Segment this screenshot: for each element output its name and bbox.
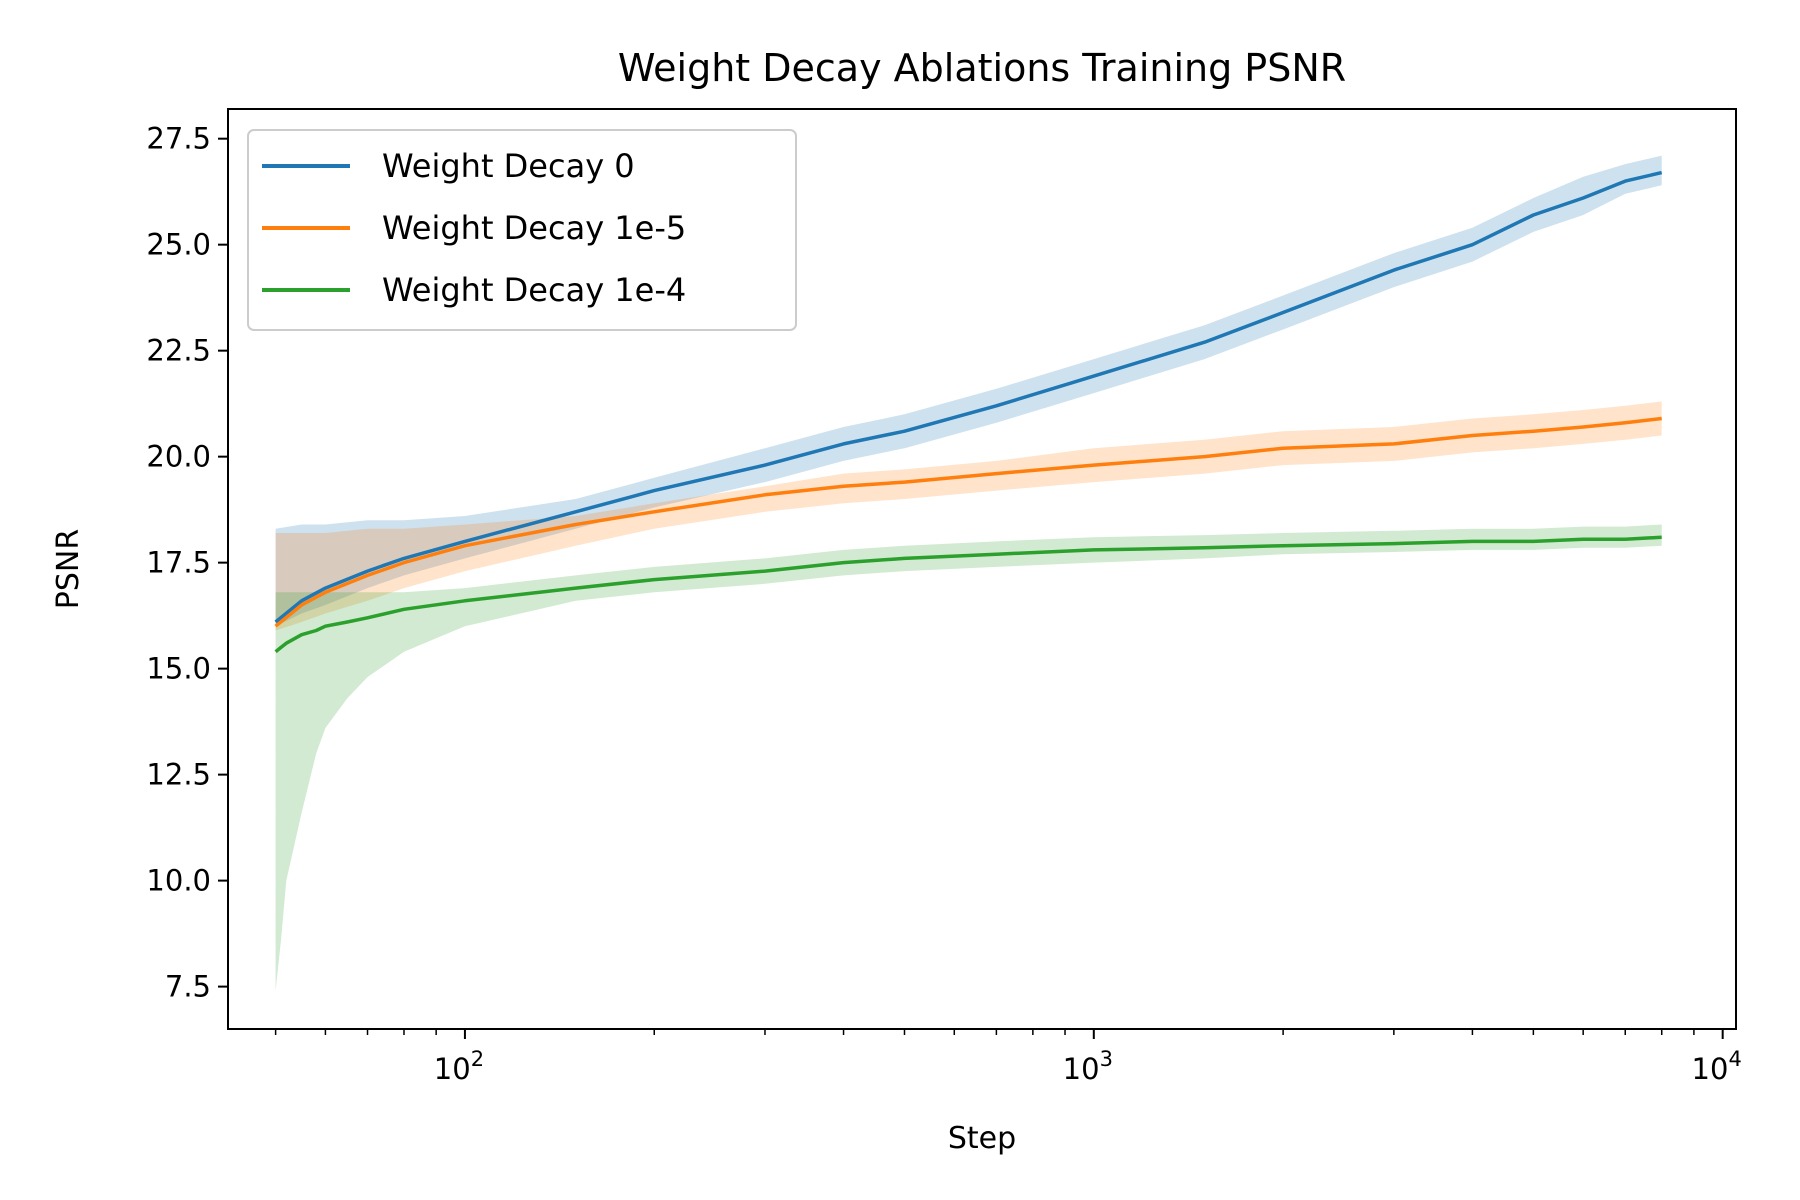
legend-label: Weight Decay 1e-5 bbox=[382, 209, 686, 247]
legend-label: Weight Decay 1e-4 bbox=[382, 271, 686, 309]
legend-label: Weight Decay 0 bbox=[382, 147, 635, 185]
line-series-0 bbox=[274, 170, 1663, 624]
legend: Weight Decay 0 Weight Decay 1e-5 Weight De… bbox=[247, 129, 797, 331]
chart-title: Weight Decay Ablations Training PSNR bbox=[618, 46, 1346, 90]
band-series-0 bbox=[275, 155, 1662, 627]
line-series-1 bbox=[274, 416, 1662, 628]
plot-frame bbox=[227, 108, 1737, 1030]
y-axis-label: PSNR bbox=[51, 529, 86, 609]
y-tick-label: 17.5 bbox=[146, 546, 211, 580]
y-tick-label: 15.0 bbox=[146, 652, 211, 686]
x-axis-label: Step bbox=[948, 1121, 1016, 1156]
x-tick-label: 104 bbox=[1692, 1047, 1742, 1086]
series-lines bbox=[274, 170, 1663, 654]
confidence-bands bbox=[275, 155, 1662, 991]
y-tick-label: 12.5 bbox=[146, 758, 211, 792]
legend-box bbox=[247, 129, 797, 331]
y-tick-label: 7.5 bbox=[165, 970, 211, 1004]
line-series-2 bbox=[274, 535, 1662, 654]
y-tick-label: 25.0 bbox=[146, 228, 211, 262]
y-axis: 7.5 10.0 12.5 15.0 17.5 20.0 22.5 25.0 27.5 bbox=[146, 122, 228, 1004]
y-tick-label: 20.0 bbox=[146, 440, 211, 474]
y-tick-label: 10.0 bbox=[146, 864, 211, 898]
x-axis: 102 103 104 bbox=[274, 1029, 1742, 1086]
y-tick-label: 27.5 bbox=[146, 122, 211, 156]
band-series-1 bbox=[275, 401, 1662, 631]
x-tick-label: 103 bbox=[1063, 1047, 1113, 1086]
x-tick-label: 102 bbox=[434, 1047, 484, 1086]
y-tick-label: 22.5 bbox=[146, 334, 211, 368]
